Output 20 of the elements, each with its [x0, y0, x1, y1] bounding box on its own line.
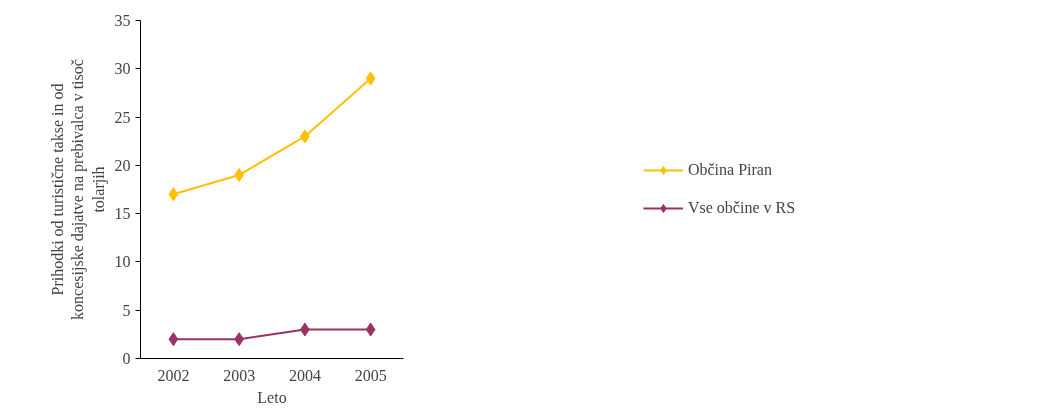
legend-label: Vse občine v RS [687, 199, 796, 217]
y-axis-title: Prihodki od turistične takse in od koncesijske dajatve na prebivalca v tisoč tolarjih [48, 59, 108, 320]
y-tick-label: 15 [114, 205, 131, 223]
x-axis-title: Leto [257, 388, 287, 406]
y-tick-label: 10 [114, 253, 131, 271]
y-tick-label: 5 [122, 301, 131, 319]
point [168, 332, 179, 347]
point [365, 71, 376, 86]
y-tick-label: 0 [122, 350, 131, 367]
x-tick-label: 2004 [288, 366, 321, 384]
x-tick-label: 2005 [354, 366, 387, 384]
y-tick-label: 20 [114, 156, 131, 174]
point [365, 322, 376, 337]
point [168, 187, 179, 202]
x-tick-label: 2003 [223, 366, 256, 384]
y-tick-label: 25 [114, 108, 131, 126]
y-tick-label: 30 [114, 60, 131, 78]
legend-label: Občina Piran [687, 161, 772, 179]
y-tick-label: 35 [114, 12, 131, 29]
x-tick-label: 2002 [157, 366, 190, 384]
